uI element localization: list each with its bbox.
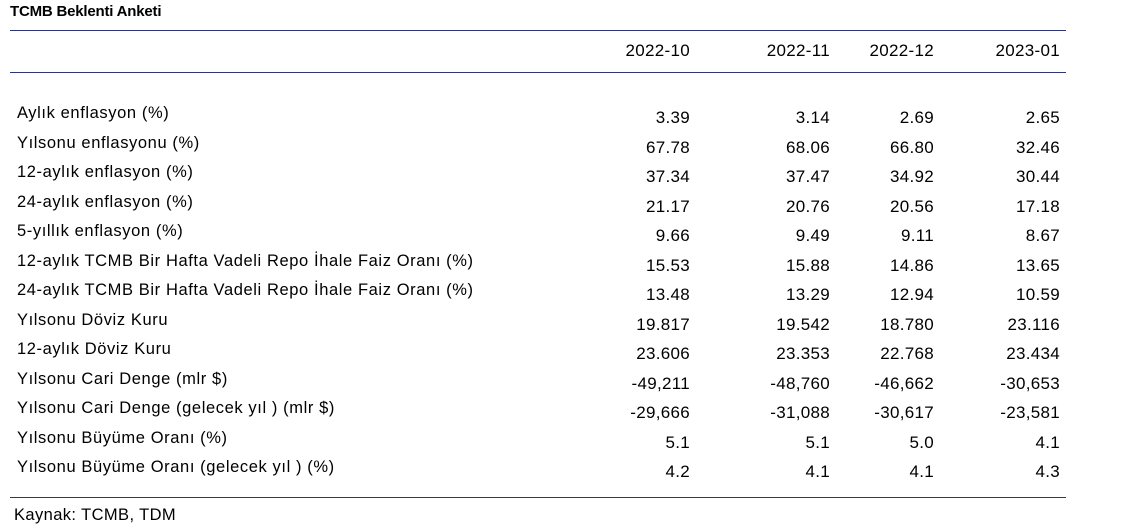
table-row: Aylık enflasyon (%) 3.39 3.14 2.69 2.65 [0, 102, 1123, 132]
table-cell: 15.53 [645, 255, 690, 275]
table-cell: 37.34 [645, 167, 690, 186]
header-rule [10, 72, 1066, 73]
table-row: 24-aylık TCMB Bir Hafta Vadeli Repo İhal… [0, 279, 1123, 309]
table-cell: 2.65 [1025, 108, 1060, 127]
table-cell: 19.817 [636, 314, 690, 334]
table-cell: 3.39 [655, 108, 690, 127]
table-cell: 4.1 [909, 462, 934, 481]
table-cell: 67.78 [645, 137, 690, 157]
table-cell: -31,088 [770, 403, 830, 422]
row-label: Yılsonu Cari Denge (mlr $) [17, 369, 228, 388]
table-row: 5-yıllık enflasyon (%) 9.66 9.49 9.11 8.… [0, 220, 1123, 250]
table-cell: 12.94 [889, 285, 934, 304]
table-cell: 8.67 [1025, 226, 1060, 245]
table-cell: -23,581 [1000, 403, 1060, 422]
table-body: Aylık enflasyon (%) 3.39 3.14 2.69 2.65 … [0, 102, 1123, 486]
table-cell: 4.3 [1035, 462, 1060, 481]
table-cell: 18.780 [880, 314, 934, 334]
table-cell: 5.1 [805, 432, 830, 452]
table-cell: 14.86 [889, 255, 934, 275]
row-label: Aylık enflasyon (%) [17, 104, 170, 122]
table-row: 12-aylık TCMB Bir Hafta Vadeli Repo İhal… [0, 250, 1123, 280]
table-cell: 20.76 [785, 196, 830, 216]
table-cell: 15.88 [785, 255, 830, 275]
bottom-rule [10, 497, 1066, 498]
table-cell: 9.11 [900, 226, 934, 245]
table-cell: 13.29 [785, 285, 830, 304]
row-label: Yılsonu Büyüme Oranı (gelecek yıl ) (%) [17, 458, 335, 476]
row-label: 5-yıllık enflasyon (%) [17, 222, 184, 240]
table-cell: -46,662 [874, 373, 934, 393]
top-rule [10, 30, 1066, 31]
table-cell: 9.66 [655, 226, 690, 245]
table-row: 12-aylık enflasyon (%) 37.34 37.47 34.92… [0, 161, 1123, 191]
table-row: 12-aylık Döviz Kuru 23.606 23.353 22.768… [0, 338, 1123, 368]
row-label: Yılsonu Büyüme Oranı (%) [17, 428, 228, 447]
table-row: Yılsonu Cari Denge (gelecek yıl ) (mlr $… [0, 397, 1123, 427]
column-header-2022-10: 2022-10 [625, 41, 690, 60]
table-cell: -49,211 [631, 373, 690, 393]
table-cell: 21.17 [645, 196, 690, 216]
row-label: Yılsonu Döviz Kuru [17, 310, 169, 329]
table-cell: -30,653 [1000, 373, 1060, 393]
table-cell: 3.14 [795, 108, 830, 127]
table-row: Yılsonu enflasyonu (%) 67.78 68.06 66.80… [0, 132, 1123, 162]
column-header-2022-11: 2022-11 [766, 41, 830, 60]
table-cell: -48,760 [770, 373, 830, 393]
source-note: Kaynak: TCMB, TDM [14, 506, 177, 524]
table-row: Yılsonu Büyüme Oranı (%) 5.1 5.1 5.0 4.1 [0, 427, 1123, 457]
column-header-2023-01: 2023-01 [995, 41, 1060, 60]
table-cell: 13.65 [1015, 255, 1060, 275]
table-row: Yılsonu Büyüme Oranı (gelecek yıl ) (%) … [0, 456, 1123, 486]
table-cell: 10.59 [1015, 285, 1060, 304]
table-cell: 17.18 [1015, 196, 1060, 216]
table-cell: 30.44 [1015, 167, 1060, 186]
row-label: 24-aylık TCMB Bir Hafta Vadeli Repo İhal… [17, 281, 474, 299]
row-label: Yılsonu enflasyonu (%) [17, 133, 200, 152]
table-cell: 23.353 [776, 344, 830, 363]
column-header-2022-12: 2022-12 [869, 41, 934, 60]
table-cell: 4.1 [1035, 432, 1060, 452]
row-label: 12-aylık enflasyon (%) [17, 163, 194, 181]
table-title: TCMB Beklenti Anketi [10, 3, 162, 20]
table-cell: -29,666 [630, 403, 690, 422]
table-cell: 23.434 [1006, 344, 1060, 363]
table-row: 24-aylık enflasyon (%) 21.17 20.76 20.56… [0, 191, 1123, 221]
row-label: 12-aylık Döviz Kuru [17, 340, 172, 358]
table-row: Yılsonu Cari Denge (mlr $) -49,211 -48,7… [0, 368, 1123, 398]
table-cell: 4.1 [805, 462, 830, 481]
table-cell: 9.49 [795, 226, 830, 245]
table-cell: 13.48 [645, 285, 690, 304]
table-cell: 32.46 [1015, 137, 1060, 157]
table-cell: 23.606 [636, 344, 690, 363]
table-cell: 5.0 [909, 432, 934, 452]
table-row: Yılsonu Döviz Kuru 19.817 19.542 18.780 … [0, 309, 1123, 339]
table-cell: 68.06 [785, 137, 830, 157]
table-cell: 66.80 [889, 137, 934, 157]
table-cell: 37.47 [785, 167, 830, 186]
table-cell: 4.2 [665, 462, 690, 481]
table-cell: 34.92 [889, 167, 934, 186]
table-cell: -30,617 [874, 403, 934, 422]
row-label: 24-aylık enflasyon (%) [17, 192, 194, 211]
table-cell: 2.69 [899, 108, 934, 127]
table-cell: 23.116 [1007, 314, 1060, 334]
table-cell: 20.56 [889, 196, 934, 216]
row-label: Yılsonu Cari Denge (gelecek yıl ) (mlr $… [17, 399, 336, 417]
table-cell: 5.1 [665, 432, 690, 452]
table-cell: 19.542 [776, 314, 830, 334]
table-cell: 22.768 [880, 344, 934, 363]
row-label: 12-aylık TCMB Bir Hafta Vadeli Repo İhal… [17, 251, 474, 270]
